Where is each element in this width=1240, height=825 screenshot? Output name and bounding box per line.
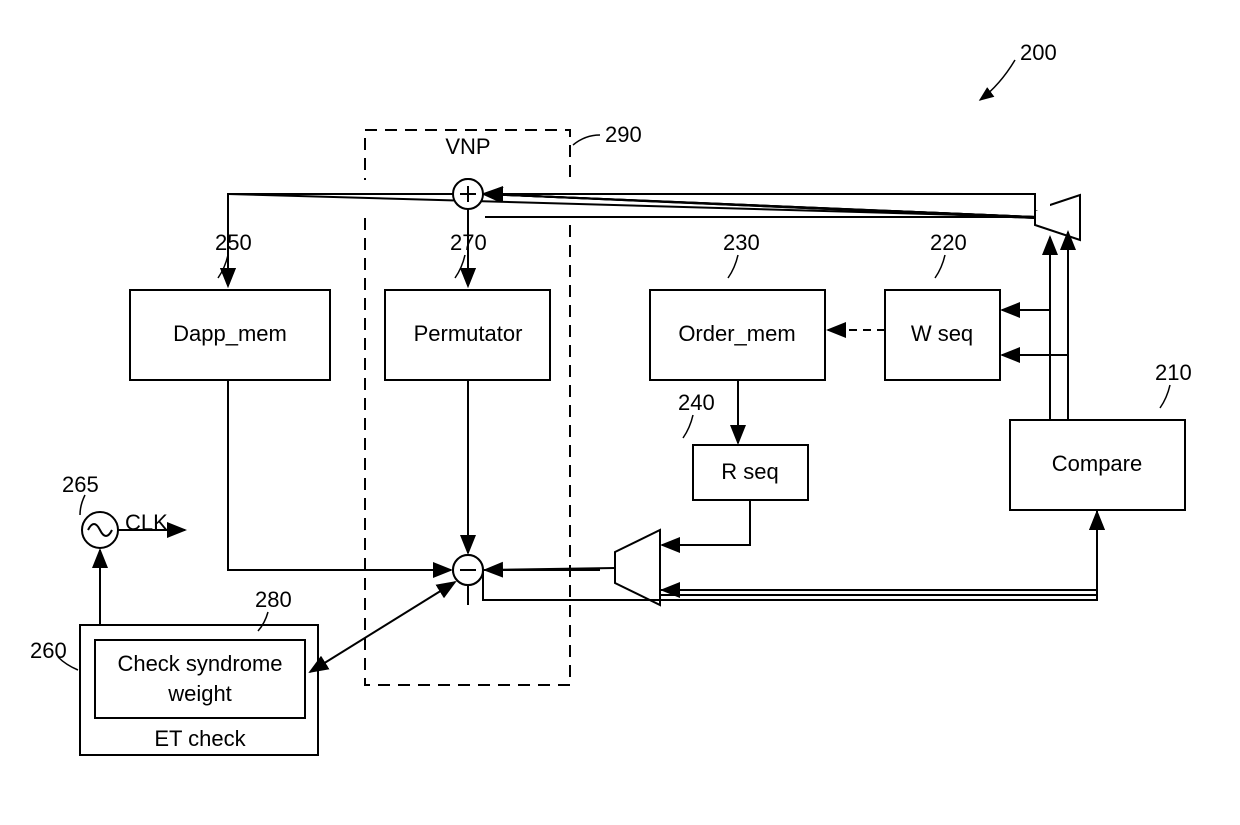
line-to-compare <box>660 512 1097 590</box>
ref-arc-230 <box>728 255 738 278</box>
et-check-label: ET check <box>154 726 246 751</box>
minus-to-syndrome <box>310 582 455 672</box>
ref-280: 280 <box>255 587 292 612</box>
ref-260: 260 <box>30 638 67 663</box>
ref-arc-210 <box>1160 385 1170 408</box>
vnp-label: VNP <box>445 134 490 159</box>
check-syndrome-label-2: weight <box>167 681 232 706</box>
ref-arc-220 <box>935 255 945 278</box>
ref-265: 265 <box>62 472 99 497</box>
ref-arc-240 <box>683 415 693 438</box>
ref-arc-265 <box>80 495 85 515</box>
ref-250: 250 <box>215 230 252 255</box>
ref-arc-200 <box>980 60 1015 100</box>
botmux-to-compare <box>660 512 1097 595</box>
permutator-label: Permutator <box>414 321 523 346</box>
ref-210: 210 <box>1155 360 1192 385</box>
order-mem-label: Order_mem <box>678 321 795 346</box>
ref-arc-290 <box>573 135 600 145</box>
clk-label: CLK <box>125 510 168 535</box>
check-syndrome-label-1: Check syndrome <box>117 651 282 676</box>
w-seq-label: W seq <box>911 321 973 346</box>
block-diagram: 200 VNP 290 Dapp_mem 250 Permutator 270 … <box>0 0 1240 825</box>
ref-arc-250 <box>218 255 228 278</box>
ref-240: 240 <box>678 390 715 415</box>
ref-230: 230 <box>723 230 760 255</box>
ref-290: 290 <box>605 122 642 147</box>
ref-220: 220 <box>930 230 967 255</box>
ref-200: 200 <box>1020 40 1057 65</box>
r-seq-label: R seq <box>721 459 778 484</box>
compare-label: Compare <box>1052 451 1142 476</box>
ref-arc-270 <box>455 255 465 278</box>
rseq-to-mux <box>662 500 750 545</box>
compare-to-botmux <box>662 510 1097 590</box>
dapp-to-minus <box>228 380 451 570</box>
dapp-mem-label: Dapp_mem <box>173 321 287 346</box>
bottom-mux <box>615 530 660 605</box>
